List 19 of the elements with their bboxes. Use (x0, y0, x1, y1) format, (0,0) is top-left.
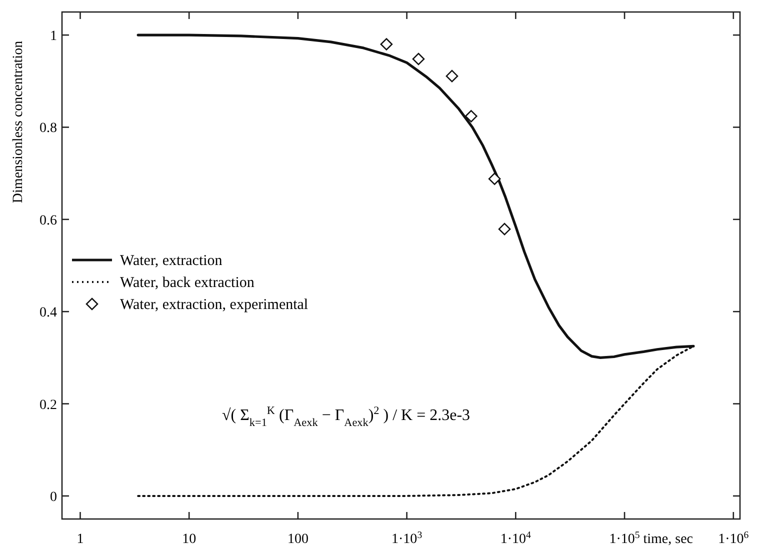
legend-label: Water, extraction, experimental (120, 297, 308, 313)
y-tick-label: 0 (50, 490, 57, 505)
x-tick-label: 100 (287, 532, 308, 547)
x-tick-label: 10 (182, 532, 196, 547)
x-tick-label: 1·10$^{3}$ (392, 530, 422, 547)
y-tick-label: 1 (50, 29, 57, 44)
x-tick-label: 1·10$^{5}$ (609, 530, 640, 547)
y-tick-label: 0.4 (40, 306, 57, 321)
x-tick-label: 1·10$^{4}$ (500, 530, 532, 547)
x-tick-label: 1 (76, 532, 84, 547)
y-tick-label: 0.2 (40, 398, 57, 413)
legend-label: Water, back extraction (120, 275, 255, 291)
x-tick-label: 1·10$^{6}$ (718, 530, 749, 547)
legend-label: Water, extraction (120, 253, 223, 269)
y-axis-title: Dimensionless concentration (11, 40, 26, 204)
y-tick-label: 0.6 (40, 213, 57, 228)
text: √( Σ$_{k=1}$$^{K}$ (Γ$_{Aexk}$ − Γ$_{Aexk}$)$^{2}$ ) / K = 2.3e-3 (222, 405, 470, 429)
y-tick-label: 0.8 (40, 121, 57, 136)
x-axis-title: time, sec (643, 532, 693, 547)
